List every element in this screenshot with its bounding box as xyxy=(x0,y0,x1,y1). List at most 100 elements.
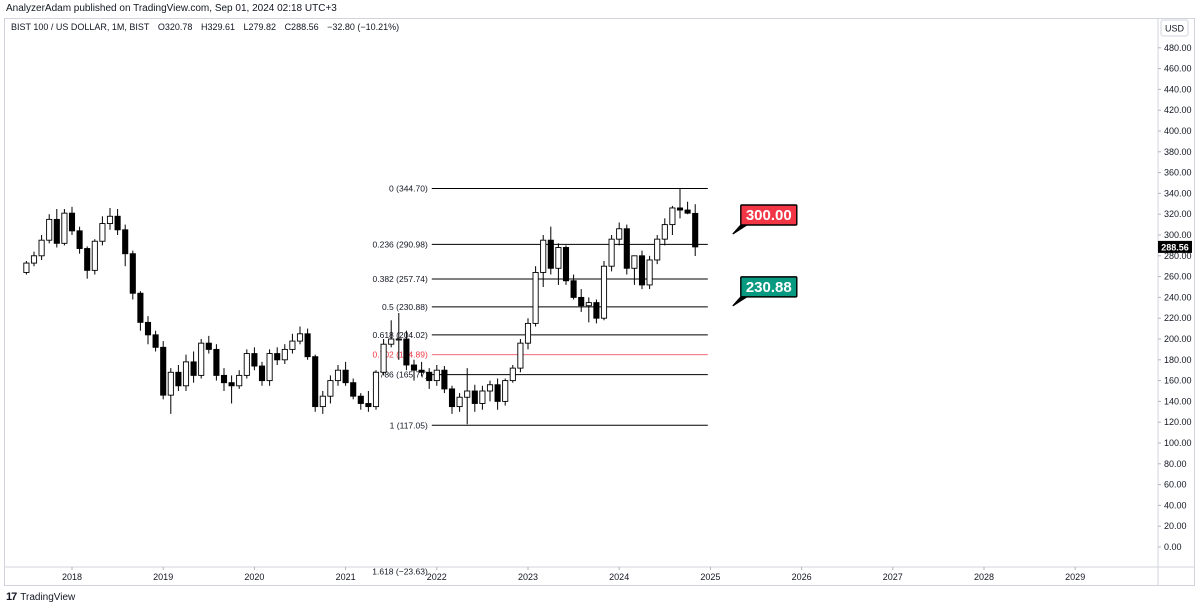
price-target-green: 230.88 xyxy=(732,276,798,307)
candle xyxy=(106,207,114,230)
candle-body-up xyxy=(30,255,38,264)
candle-body-up xyxy=(631,255,638,269)
candle xyxy=(486,380,494,402)
candle xyxy=(623,224,630,275)
candle xyxy=(91,239,98,275)
candle xyxy=(532,266,539,327)
candle-body-down xyxy=(578,296,585,307)
currency-label: USD xyxy=(1165,24,1185,34)
candle-body-up xyxy=(380,343,387,373)
target-pointer-icon xyxy=(732,224,748,235)
symbol-legend: BIST 100 / US DOLLAR, 1M, BIST O320.78 H… xyxy=(11,20,405,34)
candle xyxy=(448,385,456,414)
candle xyxy=(646,255,653,290)
candle-body-up xyxy=(517,342,524,369)
candle-body-down xyxy=(638,255,646,286)
y-tick-label: 60.00 xyxy=(1164,480,1187,490)
y-tick-label: 200.00 xyxy=(1164,334,1192,344)
ohlc-open: O320.78 xyxy=(157,22,193,32)
fib-level-label: 0.618 (204.02) xyxy=(373,330,428,340)
candle xyxy=(46,214,53,244)
x-tick-label: 2026 xyxy=(792,572,812,582)
candle-body-down xyxy=(205,342,212,350)
candle-body-down xyxy=(68,212,76,232)
candle-body-up xyxy=(502,380,509,402)
candle xyxy=(403,330,410,371)
x-tick-label: 2023 xyxy=(518,572,538,582)
price-axis[interactable]: 480.00 460.00 440.00 420.00 400.00 380.00 360.… xyxy=(1158,43,1192,552)
candle-body-down xyxy=(403,338,410,366)
candle-body-down xyxy=(304,333,311,358)
candle xyxy=(152,330,159,352)
currency-box[interactable]: USD xyxy=(1160,19,1189,37)
candle-body-up xyxy=(167,371,174,396)
candle-body-down xyxy=(228,382,235,387)
candle-body-up xyxy=(23,262,30,273)
candle-body-down xyxy=(547,239,554,269)
candle xyxy=(53,209,60,248)
candle-body-down xyxy=(137,292,144,323)
candle-body-up xyxy=(334,369,342,382)
candle xyxy=(517,339,524,373)
candle-body-down xyxy=(312,356,319,408)
y-tick-label: 220.00 xyxy=(1164,313,1192,323)
y-tick-label: 120.00 xyxy=(1164,417,1192,427)
candle-body-up xyxy=(99,223,106,242)
candle xyxy=(23,261,30,275)
candle-body-up xyxy=(281,348,288,361)
candle xyxy=(144,316,152,345)
candle xyxy=(494,378,501,410)
fibonacci-retracement[interactable]: 0 (344.70) 0.236 (290.98) 0.382 (257.74) 0.… xyxy=(372,184,708,577)
candle-body-up xyxy=(661,224,668,240)
candle xyxy=(638,250,646,290)
candle xyxy=(388,320,395,348)
candle xyxy=(684,201,691,215)
candle-body-up xyxy=(319,395,326,408)
time-axis[interactable]: 2018 2019 2020 2021 2022 2023 2024 2025 2026 2027… xyxy=(62,567,1085,582)
x-tick-label: 2024 xyxy=(609,572,629,582)
candle xyxy=(84,246,91,279)
y-tick-label: 480.00 xyxy=(1164,43,1192,53)
candle-body-up xyxy=(38,239,45,257)
candle-body-down xyxy=(144,321,152,336)
candle-body-down xyxy=(76,230,83,249)
candle xyxy=(114,209,121,235)
x-tick-label: 2019 xyxy=(153,572,173,582)
candle-body-up xyxy=(106,215,114,225)
candle-body-up xyxy=(266,353,273,382)
candle-body-up xyxy=(182,361,190,387)
candle xyxy=(365,391,372,412)
candle-body-up xyxy=(532,271,539,324)
candle xyxy=(441,366,448,394)
footer-brand[interactable]: TradingView xyxy=(20,591,76,603)
candle xyxy=(281,344,288,364)
candle-body-down xyxy=(175,371,182,387)
candle-body-up xyxy=(616,228,623,240)
candle xyxy=(175,365,182,391)
price-chart[interactable]: 0 (344.70) 0.236 (290.98) 0.382 (257.74) 0.… xyxy=(0,0,1200,590)
y-tick-label: 360.00 xyxy=(1164,168,1192,178)
candle-body-down xyxy=(122,229,129,255)
candle-body-up xyxy=(608,238,615,267)
candle-body-up xyxy=(46,218,53,241)
y-tick-label: 180.00 xyxy=(1164,355,1192,365)
candle-body-down xyxy=(623,228,630,269)
y-tick-label: 20.00 xyxy=(1164,521,1187,531)
candle xyxy=(251,347,258,371)
fib-level-label: 0.702 (184.89) xyxy=(373,350,428,360)
y-tick-label: 100.00 xyxy=(1164,438,1192,448)
y-tick-label: 280.00 xyxy=(1164,251,1192,261)
candle xyxy=(327,375,334,404)
candle-body-up xyxy=(585,302,592,307)
candle xyxy=(205,335,212,354)
candle-body-up xyxy=(654,238,661,261)
candle-body-down xyxy=(418,369,425,373)
candle-body-down xyxy=(494,384,501,402)
candle xyxy=(342,361,349,386)
y-tick-label: 0.00 xyxy=(1164,542,1182,552)
last-price-label: 288.56 xyxy=(1161,242,1189,252)
candle-body-up xyxy=(91,240,98,271)
tradingview-logo-icon[interactable]: 17 xyxy=(6,591,17,603)
symbol-name[interactable]: BIST 100 / US DOLLAR, 1M, BIST xyxy=(11,22,150,32)
candle-body-down xyxy=(562,247,570,282)
